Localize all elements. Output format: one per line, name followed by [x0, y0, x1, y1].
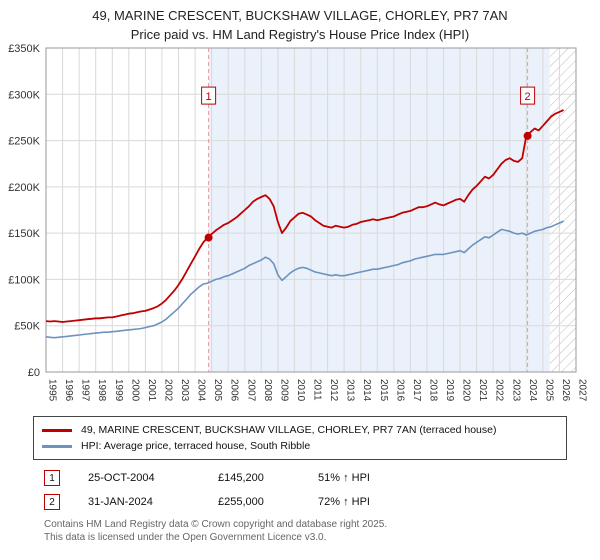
page-subtitle: Price paid vs. HM Land Registry's House … [130, 27, 470, 42]
svg-text:2022: 2022 [494, 379, 505, 402]
svg-text:2007: 2007 [245, 379, 256, 402]
hpi-series-line [45, 220, 564, 339]
svg-text:2017: 2017 [411, 379, 422, 402]
legend-row-property: 49, MARINE CRESCENT, BUCKSHAW VILLAGE, C… [42, 422, 558, 438]
transaction-1-hpi-change: 51% ↑ HPI [318, 472, 370, 484]
svg-text:£150K: £150K [8, 228, 40, 240]
footer-line-2: This data is licensed under the Open Gov… [44, 532, 327, 543]
legend-label-hpi: HPI: Average price, terraced house, Sout… [81, 440, 311, 452]
svg-text:2: 2 [525, 91, 531, 103]
transaction-row-1: 1 25-OCT-2004 £145,200 51% ↑ HPI [44, 470, 600, 486]
svg-text:1996: 1996 [63, 379, 74, 402]
svg-text:2019: 2019 [444, 379, 455, 402]
chart-header: 49, MARINE CRESCENT, BUCKSHAW VILLAGE, C… [0, 0, 600, 42]
svg-text:2016: 2016 [394, 379, 405, 402]
svg-text:£350K: £350K [8, 43, 40, 55]
chart-area: 1995 1996 1997 1998 1999 2000 2001 2002 2003 2004… [0, 42, 600, 414]
svg-text:1997: 1997 [80, 379, 91, 402]
price-chart: 1995 1996 1997 1998 1999 2000 2001 2002 2003 2004… [8, 43, 588, 402]
transaction-1-marker: 1 [44, 470, 60, 486]
sale-marker-box-1 [201, 86, 217, 105]
svg-text:£0: £0 [28, 367, 40, 379]
svg-text:2018: 2018 [427, 379, 438, 402]
legend-row-hpi: HPI: Average price, terraced house, Sout… [42, 438, 558, 454]
license-footer: Contains HM Land Registry data © Crown c… [44, 518, 600, 544]
legend-label-property: 49, MARINE CRESCENT, BUCKSHAW VILLAGE, C… [81, 424, 497, 436]
sale-dot-2 [523, 131, 532, 140]
property-series-line [45, 109, 564, 323]
svg-text:£50K: £50K [14, 321, 40, 333]
svg-text:£300K: £300K [8, 89, 40, 101]
svg-text:2009: 2009 [278, 379, 289, 402]
svg-text:2004: 2004 [196, 379, 207, 402]
svg-text:2021: 2021 [477, 379, 488, 402]
transaction-2-date: 31-JAN-2024 [88, 496, 153, 508]
svg-text:2005: 2005 [212, 379, 223, 402]
svg-text:£250K: £250K [8, 136, 40, 148]
svg-text:2006: 2006 [229, 379, 240, 402]
transaction-1-price: £145,200 [218, 472, 264, 484]
svg-text:1: 1 [206, 91, 212, 103]
page-title: 49, MARINE CRESCENT, BUCKSHAW VILLAGE, C… [92, 8, 508, 23]
sale-dot-1 [204, 233, 213, 242]
svg-text:2015: 2015 [378, 379, 389, 402]
ownership-shaded-region [208, 48, 550, 372]
svg-text:2012: 2012 [328, 379, 339, 402]
transaction-list: 1 25-OCT-2004 £145,200 51% ↑ HPI 2 31-JA… [44, 470, 600, 510]
future-hatched-region [549, 48, 576, 372]
svg-text:2027: 2027 [577, 379, 588, 402]
svg-text:2023: 2023 [510, 379, 521, 402]
svg-text:2013: 2013 [345, 379, 356, 402]
transaction-2-hpi-change: 72% ↑ HPI [318, 496, 370, 508]
svg-text:1999: 1999 [113, 379, 124, 402]
svg-text:2001: 2001 [146, 379, 157, 402]
svg-text:2014: 2014 [361, 379, 372, 402]
sale-marker-box-2 [520, 86, 536, 105]
svg-text:1995: 1995 [47, 379, 58, 402]
property-line-swatch [42, 428, 72, 432]
footer-line-1: Contains HM Land Registry data © Crown c… [44, 519, 388, 530]
svg-text:2008: 2008 [262, 379, 273, 402]
svg-text:2000: 2000 [129, 379, 140, 402]
svg-text:£100K: £100K [8, 274, 40, 286]
svg-text:2011: 2011 [312, 379, 323, 401]
transaction-1-date: 25-OCT-2004 [88, 472, 155, 484]
svg-text:2026: 2026 [560, 379, 571, 402]
svg-text:1998: 1998 [96, 379, 107, 402]
svg-text:2025: 2025 [543, 379, 554, 402]
transaction-row-2: 2 31-JAN-2024 £255,000 72% ↑ HPI [44, 494, 600, 510]
svg-text:£200K: £200K [8, 182, 40, 194]
transaction-2-marker: 2 [44, 494, 60, 510]
transaction-2-price: £255,000 [218, 496, 264, 508]
svg-text:2024: 2024 [527, 379, 538, 402]
hpi-line-swatch [42, 444, 72, 448]
chart-legend: 49, MARINE CRESCENT, BUCKSHAW VILLAGE, C… [33, 416, 567, 460]
svg-text:2020: 2020 [461, 379, 472, 402]
svg-text:2002: 2002 [162, 379, 173, 402]
svg-text:2003: 2003 [179, 379, 190, 402]
svg-text:2010: 2010 [295, 379, 306, 402]
